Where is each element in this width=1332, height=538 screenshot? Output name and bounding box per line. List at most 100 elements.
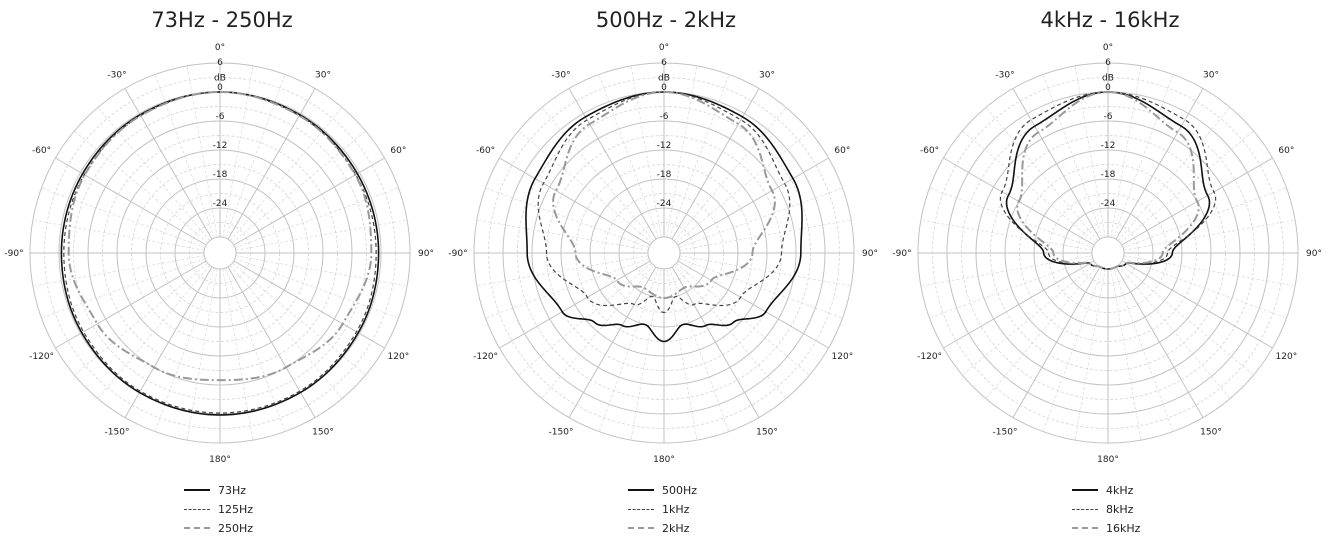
grid-spoke xyxy=(234,258,399,319)
grid-spoke xyxy=(227,88,316,240)
grid-spoke xyxy=(1012,88,1101,240)
angle-tick-label: -30° xyxy=(551,71,570,81)
grid-spoke xyxy=(41,187,206,248)
series-line-250Hz xyxy=(67,90,373,382)
grid-spoke xyxy=(230,265,343,399)
angle-tick-label: -90° xyxy=(448,249,467,259)
angle-tick-label: -150° xyxy=(105,427,130,437)
grid-spoke xyxy=(1123,219,1296,251)
legend-label: 16kHz xyxy=(1106,521,1141,535)
grid-spoke xyxy=(227,266,316,418)
grid-spoke xyxy=(124,266,213,418)
grid-center xyxy=(647,236,681,270)
grid-spoke xyxy=(55,157,207,246)
grid-spoke xyxy=(1123,255,1296,287)
series-line-2kHz xyxy=(552,90,776,300)
angle-tick-label: 0° xyxy=(1103,43,1113,53)
angle-tick-label: 60° xyxy=(1278,146,1294,156)
grid-spoke xyxy=(669,267,730,432)
grid-spoke xyxy=(943,260,1095,349)
polar-plot-svg: 0°30°60°90°120°150°180°-150°-120°-90°-60… xyxy=(892,43,1322,465)
radial-tick-label: 6 xyxy=(661,58,667,68)
grid-spoke xyxy=(234,187,399,248)
angle-tick-label: -60° xyxy=(32,146,51,156)
grid-spoke xyxy=(32,255,205,287)
series-line-1kHz xyxy=(537,91,791,314)
grid-spoke xyxy=(97,107,210,241)
grid-spoke xyxy=(674,265,787,399)
polar-plot-svg: 0°30°60°90°120°150°180°-150°-120°-90°-60… xyxy=(4,43,434,465)
grid-spoke xyxy=(920,219,1093,251)
radial-tick-label: -12 xyxy=(657,141,672,151)
angle-tick-label: 60° xyxy=(834,146,850,156)
angle-tick-label: -120° xyxy=(473,352,498,362)
legend-item: 2kHz xyxy=(628,520,689,536)
grid-spoke xyxy=(233,157,385,246)
grid-spoke xyxy=(929,258,1094,319)
polar-plot-svg: 0°30°60°90°120°150°180°-150°-120°-90°-60… xyxy=(448,43,878,465)
radial-tick-label: -12 xyxy=(213,141,228,151)
grid-spoke xyxy=(225,74,286,239)
angle-tick-label: 150° xyxy=(756,427,778,437)
grid-spoke xyxy=(669,74,730,239)
angle-tick-label: 120° xyxy=(1276,352,1298,362)
grid-spoke xyxy=(232,263,366,376)
grid-spoke xyxy=(1110,65,1142,238)
legend-label: 500Hz xyxy=(662,483,698,497)
legend-swatch xyxy=(1072,508,1098,510)
legend-item: 125Hz xyxy=(184,501,253,517)
angle-tick-label: 30° xyxy=(1203,71,1219,81)
grid-spoke xyxy=(154,74,215,239)
radial-tick-label: 6 xyxy=(217,58,223,68)
angle-tick-label: -150° xyxy=(993,427,1018,437)
grid-spoke xyxy=(1118,265,1231,399)
grid-spoke xyxy=(568,266,657,418)
angle-tick-label: 30° xyxy=(759,71,775,81)
legend-item: 73Hz xyxy=(184,482,246,498)
angle-tick-label: -90° xyxy=(892,249,911,259)
radial-tick-label: 6 xyxy=(1105,58,1111,68)
grid-spoke xyxy=(676,130,810,243)
radial-tick-label: 0 xyxy=(661,83,667,93)
radial-tick-label: -6 xyxy=(660,112,669,122)
grid-spoke xyxy=(485,258,650,319)
legend-swatch xyxy=(1072,489,1098,491)
angle-tick-label: 0° xyxy=(659,43,669,53)
grid-spoke xyxy=(1074,65,1106,238)
grid-spoke xyxy=(233,260,385,349)
legend-swatch xyxy=(184,508,210,510)
grid-spoke xyxy=(962,263,1096,376)
grid-spoke xyxy=(568,88,657,240)
grid-spoke xyxy=(678,258,843,319)
legend-item: 250Hz xyxy=(184,520,253,536)
grid-spoke xyxy=(232,130,366,243)
angle-tick-label: 90° xyxy=(418,249,434,259)
legend-label: 1kHz xyxy=(662,502,690,516)
angle-tick-label: 120° xyxy=(832,352,854,362)
radial-tick-label: dB xyxy=(214,74,226,84)
series-line-73Hz xyxy=(60,91,380,416)
grid-spoke xyxy=(74,263,208,376)
radial-tick-label: -6 xyxy=(1104,112,1113,122)
legend-label: 8kHz xyxy=(1106,502,1134,516)
grid-spoke xyxy=(230,107,343,241)
radial-tick-label: 0 xyxy=(217,83,223,93)
grid-spoke xyxy=(518,130,652,243)
angle-tick-label: 150° xyxy=(312,427,334,437)
series-line-125Hz xyxy=(63,91,377,414)
legend-swatch xyxy=(184,527,210,529)
radial-tick-label: -18 xyxy=(1101,170,1116,180)
radial-tick-label: -18 xyxy=(657,170,672,180)
legend-swatch xyxy=(628,508,654,510)
polar-panel-3: 4kHz - 16kHz 0° 30° 60° 90° 120° 150° 180° -150… xyxy=(888,0,1332,538)
polar-panel-2: 500Hz - 2kHz 0° 30° 60° 90° 120° 150° 180° -150… xyxy=(444,0,888,538)
legend-swatch xyxy=(184,489,210,491)
grid-spoke xyxy=(74,130,208,243)
grid-spoke xyxy=(1120,263,1254,376)
grid-spoke xyxy=(920,255,1093,287)
grid-spoke xyxy=(598,74,659,239)
grid-spoke xyxy=(235,255,408,287)
angle-tick-label: 180° xyxy=(209,455,231,465)
polar-panel-1: 73Hz - 250Hz 0° 30° 60° 90° 120° 150° 180° -150… xyxy=(0,0,444,538)
angle-tick-label: 30° xyxy=(315,71,331,81)
